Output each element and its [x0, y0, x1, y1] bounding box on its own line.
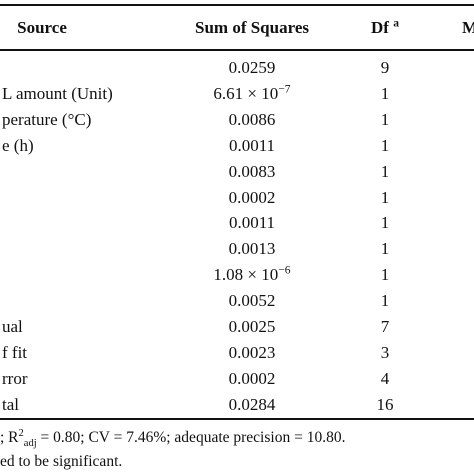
ss-exp: −7 — [278, 82, 291, 96]
footnote-sup: 2 — [18, 427, 24, 439]
ss-base: 1.08 × 10 — [213, 265, 279, 285]
sum-of-squares: 0.0284 — [228, 394, 276, 414]
df: 1 — [380, 187, 390, 207]
footnote-1: ; R2adj = 0.80; CV = 7.46%; adequate pre… — [0, 427, 346, 450]
row-label: perature (°C) — [2, 109, 92, 129]
row-label: e (h) — [2, 135, 34, 155]
df: 1 — [380, 291, 390, 311]
df: 7 — [380, 317, 390, 336]
df: 9 — [380, 58, 390, 77]
sum-of-squares: 0.0259 — [228, 58, 276, 77]
sum-of-squares: 0.0011 — [228, 213, 276, 233]
row-label: ual — [2, 317, 23, 336]
header-df-note: a — [393, 16, 399, 30]
df: 1 — [380, 239, 390, 259]
sum-of-squares: 0.0052 — [228, 291, 276, 311]
df: 1 — [380, 161, 390, 181]
header-sum-of-squares: Sum of Squares — [195, 18, 309, 37]
header-rule — [0, 49, 474, 51]
row-label: f fit — [2, 342, 28, 362]
sum-of-squares: 0.0002 — [228, 187, 276, 207]
sum-of-squares: 0.0013 — [228, 239, 276, 259]
footnote-2: ed to be significant. — [0, 453, 123, 470]
footnote-rest: = 0.80; CV = 7.46%; adequate precision =… — [36, 429, 346, 446]
top-rule — [0, 4, 474, 6]
bottom-rule — [0, 418, 474, 420]
sum-of-squares: 0.0086 — [228, 109, 276, 129]
sum-of-squares: 0.0011 — [228, 135, 276, 155]
df: 1 — [380, 265, 390, 285]
df: 1 — [380, 109, 390, 129]
ss-exp: −6 — [278, 263, 291, 277]
header-next: M — [462, 18, 474, 37]
df: 1 — [380, 213, 390, 233]
footnote-sub: adj — [23, 438, 37, 450]
df: 16 — [376, 394, 394, 414]
row-label: rror — [2, 368, 28, 388]
header-df-text: Df — [371, 18, 389, 37]
ss-base: 6.61 × 10 — [213, 83, 279, 103]
sum-of-squares: 0.0002 — [228, 368, 276, 388]
sum-of-squares: 6.61 × 10−7 — [213, 82, 291, 104]
sum-of-squares: 1.08 × 10−6 — [213, 263, 291, 285]
footnote-prefix: ; R — [0, 429, 19, 446]
df: 4 — [380, 368, 390, 388]
row-label: tal — [2, 394, 19, 414]
sum-of-squares: 0.0025 — [228, 317, 276, 336]
header-source: Source — [17, 18, 67, 37]
df: 1 — [380, 83, 390, 103]
sum-of-squares: 0.0023 — [228, 342, 276, 362]
header-df: Df a — [371, 16, 399, 38]
df: 1 — [380, 135, 390, 155]
row-label: L amount (Unit) — [2, 83, 113, 103]
df: 3 — [380, 342, 390, 362]
sum-of-squares: 0.0083 — [228, 161, 276, 181]
